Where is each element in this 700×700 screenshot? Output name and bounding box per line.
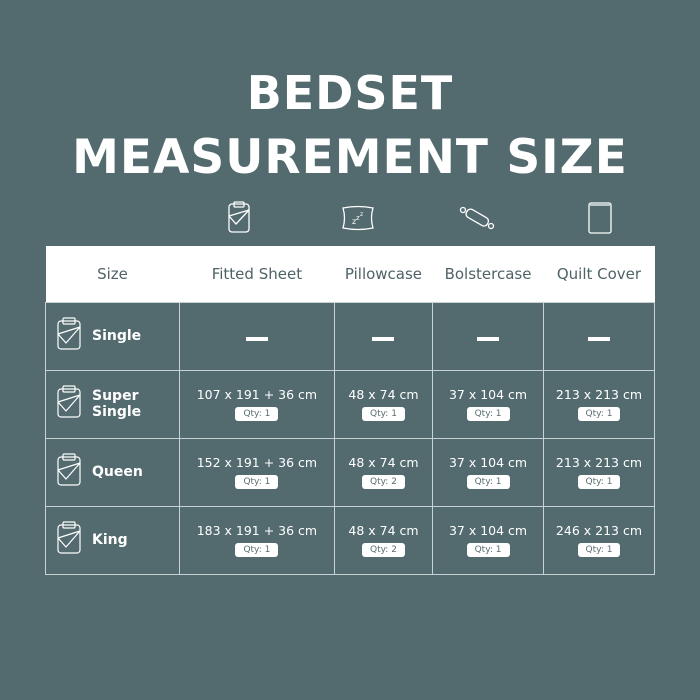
qty-badge: Qty: 1: [362, 407, 405, 421]
header-fitted-sheet: Fitted Sheet: [179, 246, 335, 302]
measure-cell: 37 x 104 cm Qty: 1: [432, 505, 544, 575]
measure-cell: 37 x 104 cm Qty: 1: [432, 437, 544, 507]
dimension: 183 x 191 + 36 cm: [196, 523, 318, 538]
measure-cell: 48 x 74 cm Qty: 2: [333, 437, 434, 507]
dimension: 37 x 104 cm: [448, 523, 528, 538]
dimension: 152 x 191 + 36 cm: [196, 455, 318, 470]
bed-icon: [56, 453, 82, 491]
table-row: Single: [45, 301, 656, 371]
measure-cell: 213 x 213 cm Qty: 1: [542, 369, 656, 439]
dimension: 37 x 104 cm: [448, 387, 528, 402]
not-available-dash: [372, 336, 395, 341]
bed-icon: [56, 317, 82, 355]
header-size: Size: [45, 246, 180, 302]
dimension: 213 x 213 cm: [555, 387, 643, 402]
title-line-1: BEDSET: [246, 66, 454, 120]
dimension: 107 x 191 + 36 cm: [196, 387, 318, 402]
qty-badge: Qty: 1: [466, 407, 510, 421]
size-cell: King: [45, 505, 180, 575]
dimension: 246 x 213 cm: [555, 523, 643, 538]
qty-badge: Qty: 1: [235, 407, 279, 421]
qty-badge: Qty: 1: [235, 475, 279, 489]
measure-cell: [432, 301, 544, 371]
measure-cell: 246 x 213 cm Qty: 1: [542, 505, 656, 575]
qty-badge: Qty: 2: [362, 543, 405, 557]
quilt-cover-icon: [588, 202, 612, 234]
not-available-dash: [477, 336, 500, 341]
qty-badge: Qty: 1: [466, 543, 510, 557]
dimension: 213 x 213 cm: [555, 455, 643, 470]
size-label: Single: [92, 328, 142, 344]
title-line-2: MEASUREMENT SIZE: [72, 130, 628, 185]
size-label: Super Single: [92, 388, 142, 420]
dimension: 48 x 74 cm: [348, 523, 419, 538]
measure-cell: [542, 301, 656, 371]
header-pillowcase: Pillowcase: [334, 246, 433, 302]
measure-cell: 213 x 213 cm Qty: 1: [542, 437, 656, 507]
svg-text:z: z: [356, 214, 360, 222]
table-row: Super Single 107 x 191 + 36 cm Qty: 1 48 x …: [45, 369, 656, 439]
qty-badge: Qty: 1: [466, 475, 510, 489]
size-label: Queen: [92, 464, 143, 480]
bolster-icon: [459, 206, 495, 230]
table-header-row: Size Fitted Sheet Pillowcase Bolstercase…: [45, 246, 655, 302]
dimension: 48 x 74 cm: [348, 455, 419, 470]
qty-badge: Qty: 1: [577, 475, 621, 489]
size-cell: Single: [45, 301, 180, 371]
fitted-sheet-icon: [228, 201, 250, 233]
not-available-dash: [587, 336, 610, 341]
measure-cell: 152 x 191 + 36 cm Qty: 1: [179, 437, 335, 507]
dimension: 37 x 104 cm: [448, 455, 528, 470]
table-row: King 183 x 191 + 36 cm Qty: 1 48 x 74 cm Qty…: [45, 505, 656, 575]
qty-badge: Qty: 1: [235, 543, 279, 557]
not-available-dash: [245, 336, 268, 341]
qty-badge: Qty: 1: [577, 407, 621, 421]
table-row: Queen 152 x 191 + 36 cm Qty: 1 48 x 74 cm Qt…: [45, 437, 656, 507]
header-bolstercase: Bolstercase: [432, 246, 544, 302]
size-cell: Queen: [45, 437, 180, 507]
size-cell: Super Single: [45, 369, 180, 439]
measure-cell: 183 x 191 + 36 cm Qty: 1: [179, 505, 335, 575]
measurement-table: Size Fitted Sheet Pillowcase Bolstercase…: [45, 246, 656, 575]
measure-cell: 48 x 74 cm Qty: 2: [333, 505, 434, 575]
measure-cell: 37 x 104 cm Qty: 1: [432, 369, 544, 439]
measure-cell: 48 x 74 cm Qty: 1: [333, 369, 434, 439]
svg-text:z: z: [352, 217, 356, 226]
svg-text:z: z: [360, 211, 363, 218]
measure-cell: [333, 301, 434, 371]
qty-badge: Qty: 2: [362, 475, 405, 489]
dimension: 48 x 74 cm: [348, 387, 419, 402]
measure-cell: [179, 301, 335, 371]
bed-icon: [56, 385, 82, 423]
bed-icon: [56, 521, 82, 559]
qty-badge: Qty: 1: [577, 543, 621, 557]
measure-cell: 107 x 191 + 36 cm Qty: 1: [179, 369, 335, 439]
header-quilt-cover: Quilt Cover: [543, 246, 655, 302]
size-label: King: [92, 532, 128, 548]
